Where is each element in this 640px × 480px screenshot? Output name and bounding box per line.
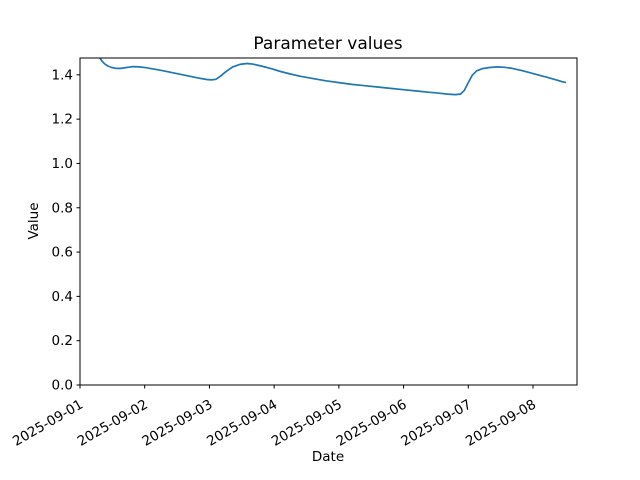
y-tick-labels: 0.0 0.2 0.4 0.6 0.8 1.0 1.2 1.4 xyxy=(52,67,73,393)
data-series-line xyxy=(99,57,567,96)
y-tick-label: 0.8 xyxy=(52,200,73,216)
x-axis-title: Date xyxy=(312,449,344,465)
y-tick-label: 0.6 xyxy=(52,245,73,261)
y-tick-label: 1.0 xyxy=(52,156,73,172)
y-tick-label: 0.2 xyxy=(52,333,73,349)
y-tick-label: 0.0 xyxy=(52,378,73,394)
chart-title: Parameter values xyxy=(253,34,402,54)
y-axis-title: Value xyxy=(26,202,42,239)
y-tick-label: 1.2 xyxy=(52,112,73,128)
plot-border xyxy=(79,57,578,386)
y-tick-label: 1.4 xyxy=(52,67,73,83)
y-tick-label: 0.4 xyxy=(52,289,73,305)
axis-ticks xyxy=(76,74,534,389)
